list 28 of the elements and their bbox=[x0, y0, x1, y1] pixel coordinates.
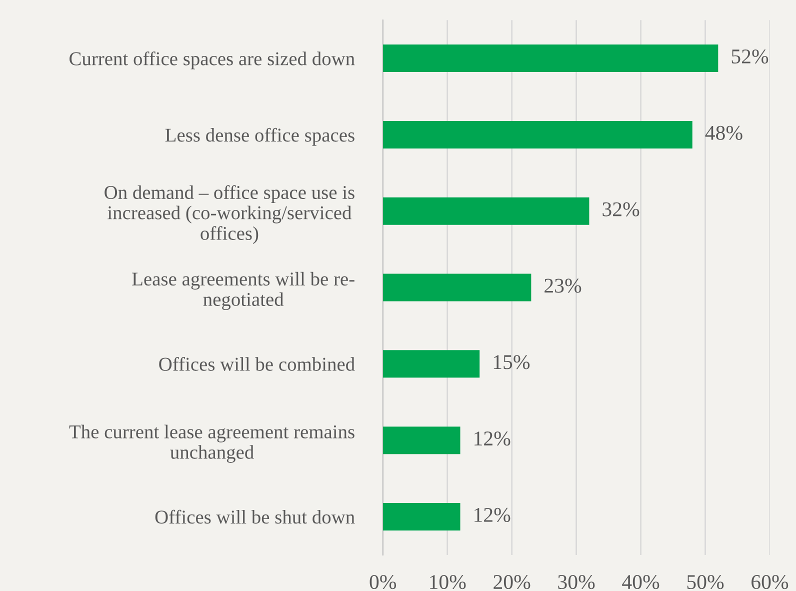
x-tick-label: 50% bbox=[687, 574, 724, 590]
bar bbox=[382, 120, 692, 148]
x-tick-label: 40% bbox=[622, 574, 660, 590]
y-tick-label: Offices will be shut down bbox=[155, 510, 355, 524]
data-label: 12% bbox=[474, 431, 510, 446]
bar bbox=[382, 426, 460, 454]
x-tick-label: 10% bbox=[430, 574, 466, 590]
data-label: 32% bbox=[602, 202, 640, 216]
x-tick-label: 20% bbox=[494, 574, 530, 590]
y-tick-label: The current lease agreement remains unchanged bbox=[69, 424, 354, 463]
y-tick-label: Offices will be combined bbox=[159, 356, 355, 371]
bar bbox=[382, 502, 460, 530]
data-label: 52% bbox=[732, 49, 768, 64]
y-tick-label: On demand – office space use is increased (co-working/serviced offices) bbox=[104, 185, 354, 244]
bar bbox=[382, 350, 480, 378]
data-label: 15% bbox=[494, 355, 530, 370]
y-tick-label: Current office spaces are sized down bbox=[70, 51, 355, 70]
data-label: 48% bbox=[705, 126, 742, 140]
x-tick-label: 30% bbox=[558, 574, 595, 590]
bar bbox=[382, 274, 532, 302]
bar bbox=[382, 197, 590, 225]
data-label: 23% bbox=[544, 278, 582, 293]
x-tick-label: 0% bbox=[370, 574, 396, 590]
bar bbox=[382, 44, 718, 72]
x-tick-label: 60% bbox=[752, 574, 788, 590]
y-tick-label: Lease agreements will be re- negotiated bbox=[132, 272, 354, 310]
data-label: 12% bbox=[474, 508, 510, 522]
y-tick-label: Less dense office spaces bbox=[165, 128, 354, 146]
